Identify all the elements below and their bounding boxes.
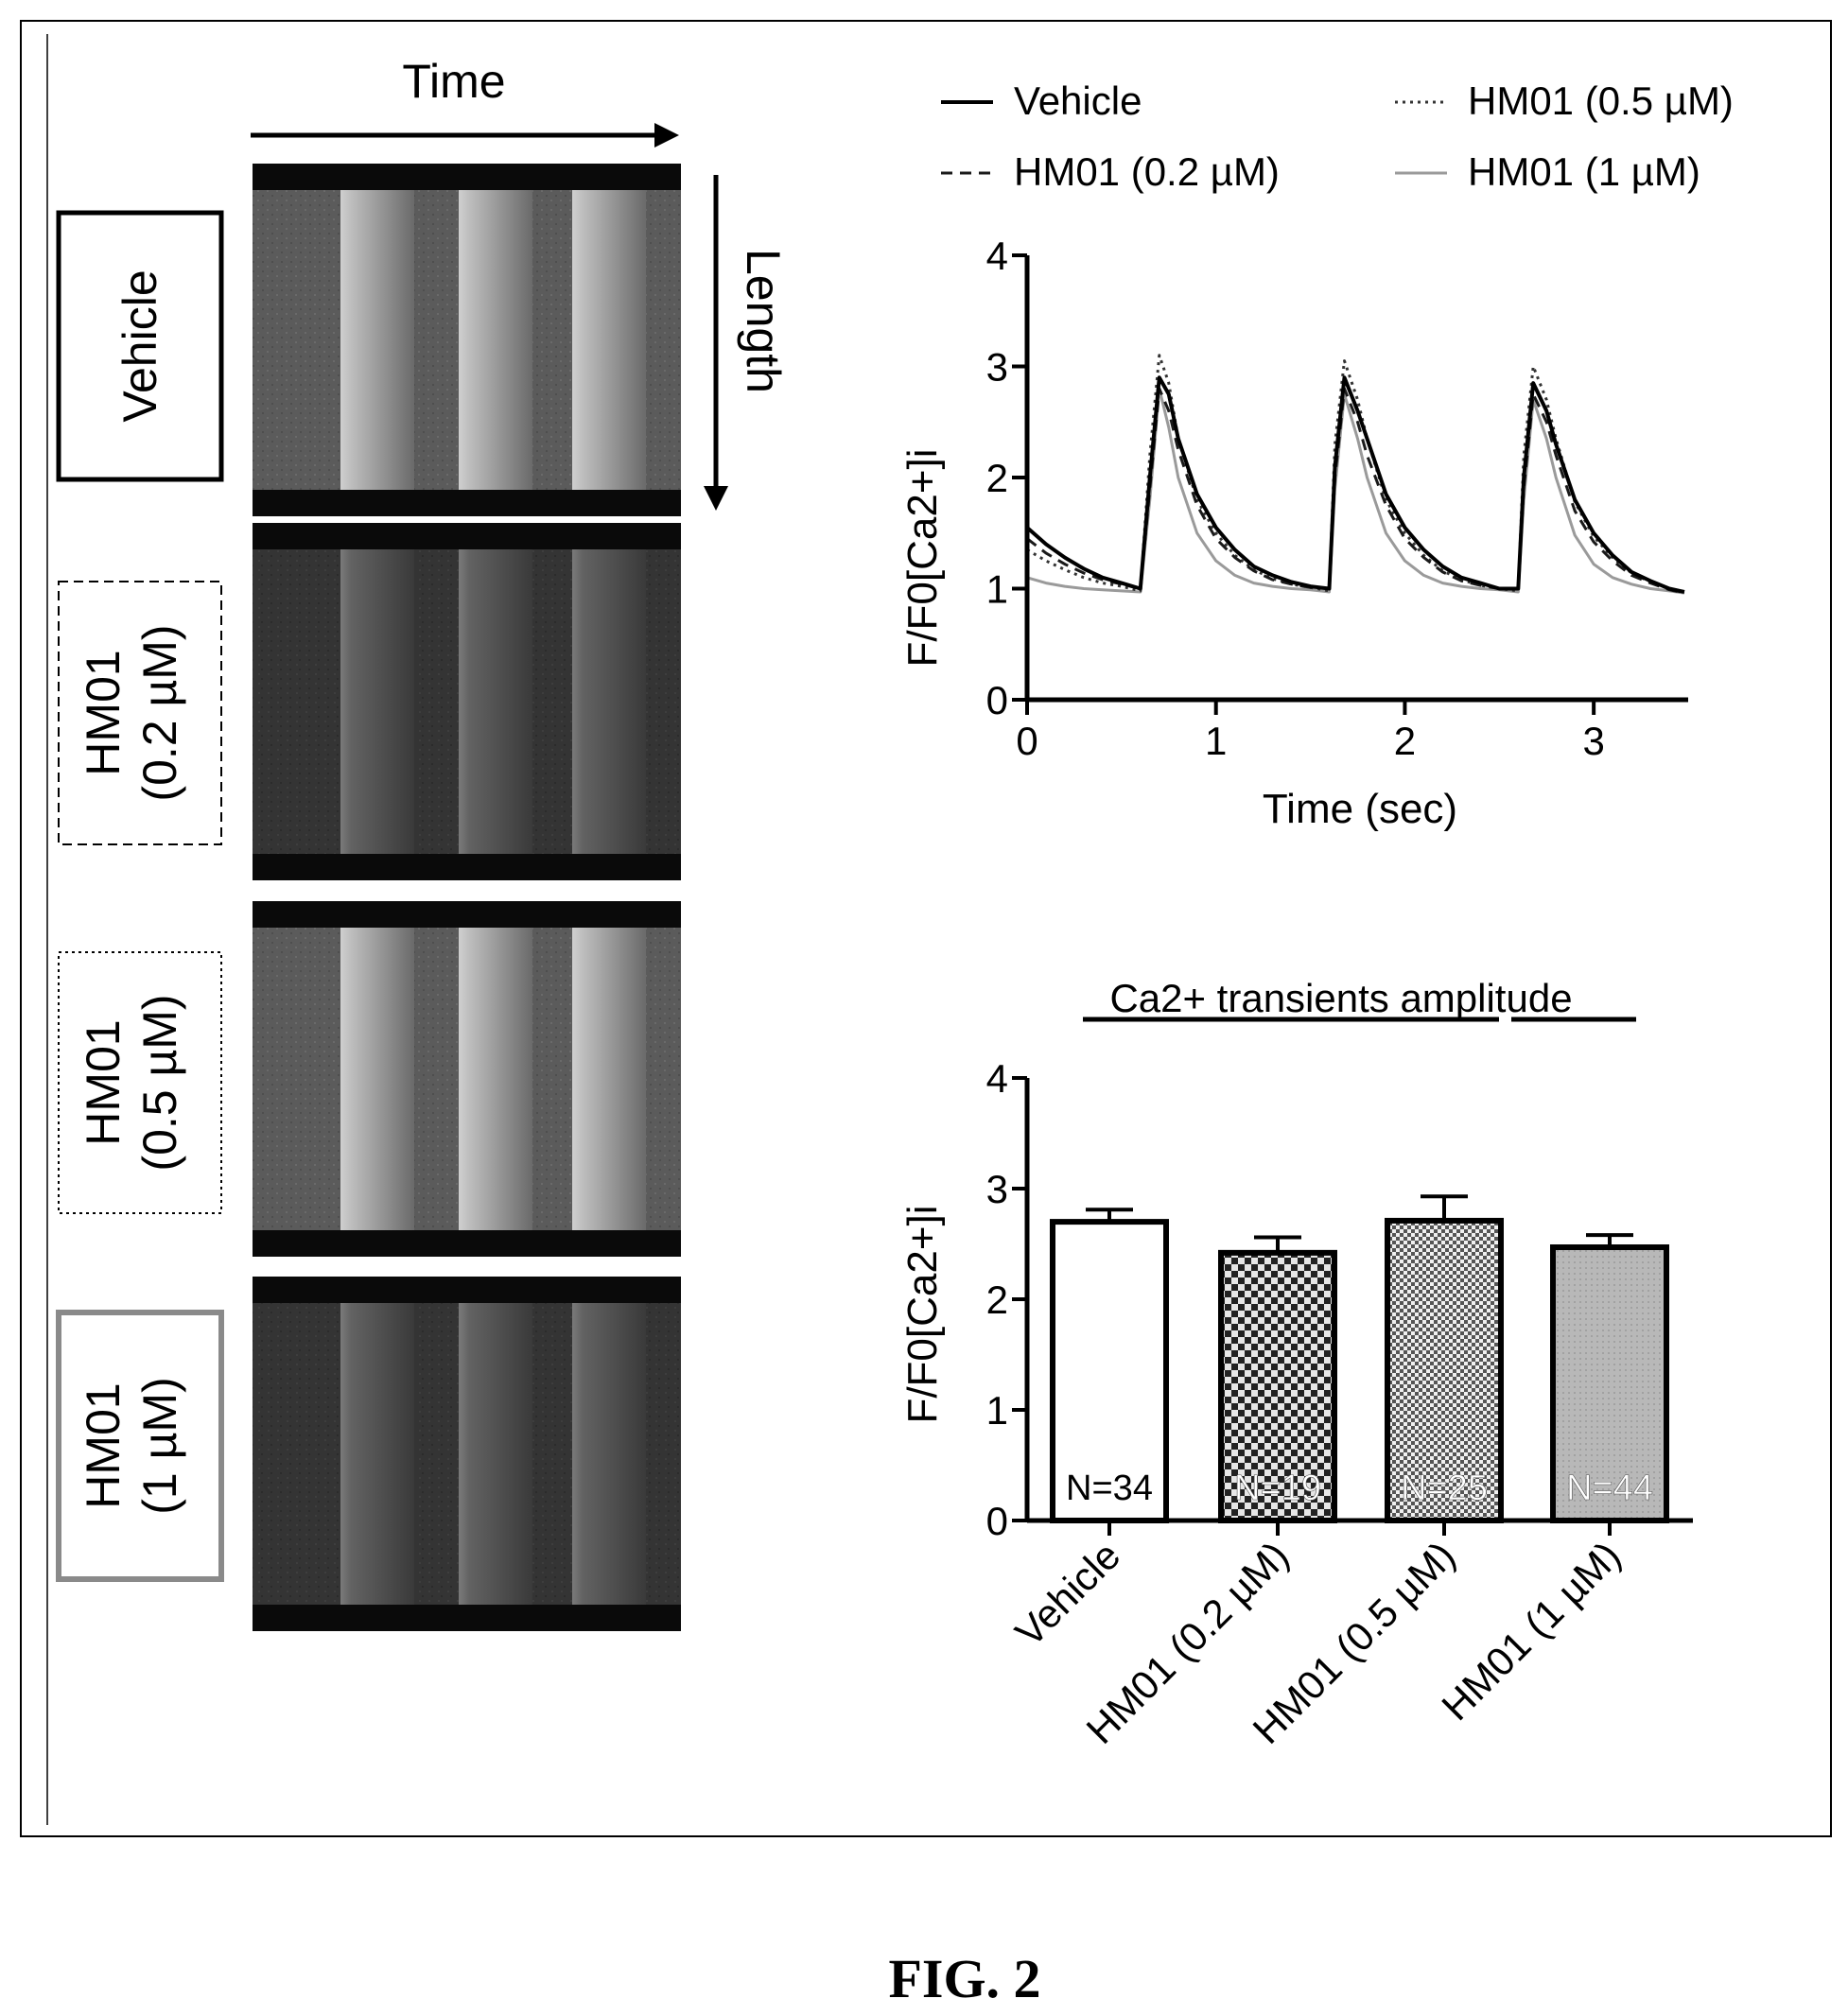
linescan-image-1 — [253, 164, 681, 516]
time-arrowhead — [654, 123, 679, 148]
bar-category-label: Vehicle — [1006, 1533, 1128, 1655]
trace-series-3 — [1026, 354, 1685, 595]
bar-y-tick-label: 1 — [986, 1388, 1008, 1433]
figure-label: FIG. 2 — [888, 1948, 1040, 2009]
trace-x-axis-label: Time (sec) — [1263, 786, 1457, 832]
linescan-top-edge — [253, 1277, 681, 1303]
legend-entry-2: HM01 (0.2 µM) — [1014, 149, 1280, 194]
condition-label-box — [58, 581, 222, 845]
condition-label-box — [56, 1310, 224, 1582]
legend-entry-4: HM01 (1 µM) — [1468, 149, 1700, 194]
condition-label-line: HM01 — [77, 1019, 130, 1145]
calcium-trace-chart: Vehicle HM01 (0.2 µM) HM01 (0.5 µM) HM01 (1… — [899, 78, 1734, 832]
trace-x-tick-label: 2 — [1394, 719, 1416, 763]
trace-legend: Vehicle HM01 (0.2 µM) HM01 (0.5 µM) HM01 (1… — [941, 78, 1734, 194]
linescan-top-edge — [253, 523, 681, 549]
trace-series-1 — [1025, 375, 1685, 594]
trace-series-4 — [1026, 387, 1685, 595]
linescan-bottom-edge — [253, 490, 681, 516]
linescan-bottom-edge — [253, 854, 681, 880]
legend-entry-1: Vehicle — [1014, 78, 1142, 123]
calcium-transient-band — [459, 928, 532, 1230]
calcium-transient-band — [459, 190, 532, 490]
condition-label-line: (0.2 µM) — [133, 624, 186, 801]
calcium-transient-band — [459, 1303, 532, 1605]
n-count-label: N=19 — [1234, 1469, 1321, 1508]
bar-y-tick-label: 3 — [986, 1167, 1008, 1211]
amplitude-bar — [1385, 1217, 1504, 1524]
length-axis-label: Length — [737, 249, 790, 393]
linescan-top-edge — [253, 901, 681, 928]
calcium-transient-band — [572, 190, 646, 490]
n-count-label: N=25 — [1401, 1469, 1488, 1508]
condition-label-line: (0.5 µM) — [133, 994, 186, 1171]
legend-entry-3: HM01 (0.5 µM) — [1468, 78, 1734, 123]
condition-label-line: (1 µM) — [133, 1377, 186, 1514]
calcium-transient-band — [340, 549, 414, 854]
condition-label: HM01(0.5 µM) — [77, 994, 186, 1171]
trace-y-tick-label: 1 — [986, 567, 1008, 612]
bar-y-tick-label: 4 — [986, 1056, 1008, 1101]
bar-category-label: HM01 (1 µM) — [1433, 1533, 1629, 1729]
condition-label-line: Vehicle — [113, 269, 166, 422]
bar-y-axis-label: F/F0[Ca2+]i — [899, 1205, 946, 1423]
linescan-image-3 — [253, 901, 681, 1257]
condition-label: HM01(1 µM) — [77, 1377, 186, 1514]
condition-label-box — [58, 951, 222, 1214]
trace-x-tick-label: 1 — [1205, 719, 1227, 763]
condition-label: HM01(0.2 µM) — [77, 624, 186, 801]
calcium-transient-band — [340, 190, 414, 490]
n-count-label: N=34 — [1066, 1469, 1153, 1508]
calcium-transient-band — [340, 1303, 414, 1605]
condition-label-line: HM01 — [77, 650, 130, 775]
linescan-bottom-edge — [253, 1605, 681, 1631]
linescan-image-4 — [253, 1277, 681, 1631]
amplitude-bar — [1050, 1219, 1169, 1523]
condition-label: Vehicle — [113, 269, 166, 422]
bar-y-tick-label: 0 — [986, 1499, 1008, 1543]
trace-y-tick-label: 3 — [986, 345, 1008, 390]
calcium-transient-band — [572, 928, 646, 1230]
n-count-label: N=44 — [1566, 1469, 1653, 1508]
trace-y-tick-label: 2 — [986, 456, 1008, 500]
linescan-image-2 — [253, 523, 681, 880]
trace-y-tick-label: 4 — [986, 234, 1008, 278]
calcium-transient-band — [572, 549, 646, 854]
linescan-top-edge — [253, 164, 681, 190]
trace-x-tick-label: 3 — [1582, 719, 1604, 763]
trace-y-axis-label: F/F0[Ca2+]i — [899, 448, 946, 667]
bar-chart-title: Ca2+ transients amplitude — [1109, 976, 1572, 1020]
time-axis-label: Time — [402, 55, 505, 108]
bar-y-tick-label: 2 — [986, 1277, 1008, 1322]
calcium-transient-band — [572, 1303, 646, 1605]
condition-label-line: HM01 — [77, 1382, 130, 1508]
trace-series-2 — [1026, 387, 1685, 595]
calcium-transient-band — [459, 549, 532, 854]
trace-y-tick-label: 0 — [986, 678, 1008, 722]
condition-label-box — [56, 210, 224, 482]
linescan-bottom-edge — [253, 1230, 681, 1257]
calcium-transient-band — [340, 928, 414, 1230]
amplitude-bar-chart: Ca2+ transients amplitude N=34 N=19 N=25 N=… — [899, 976, 1693, 1752]
length-arrowhead — [704, 486, 728, 511]
figure-frame — [20, 20, 1832, 1837]
trace-x-tick-label: 0 — [1016, 719, 1037, 763]
